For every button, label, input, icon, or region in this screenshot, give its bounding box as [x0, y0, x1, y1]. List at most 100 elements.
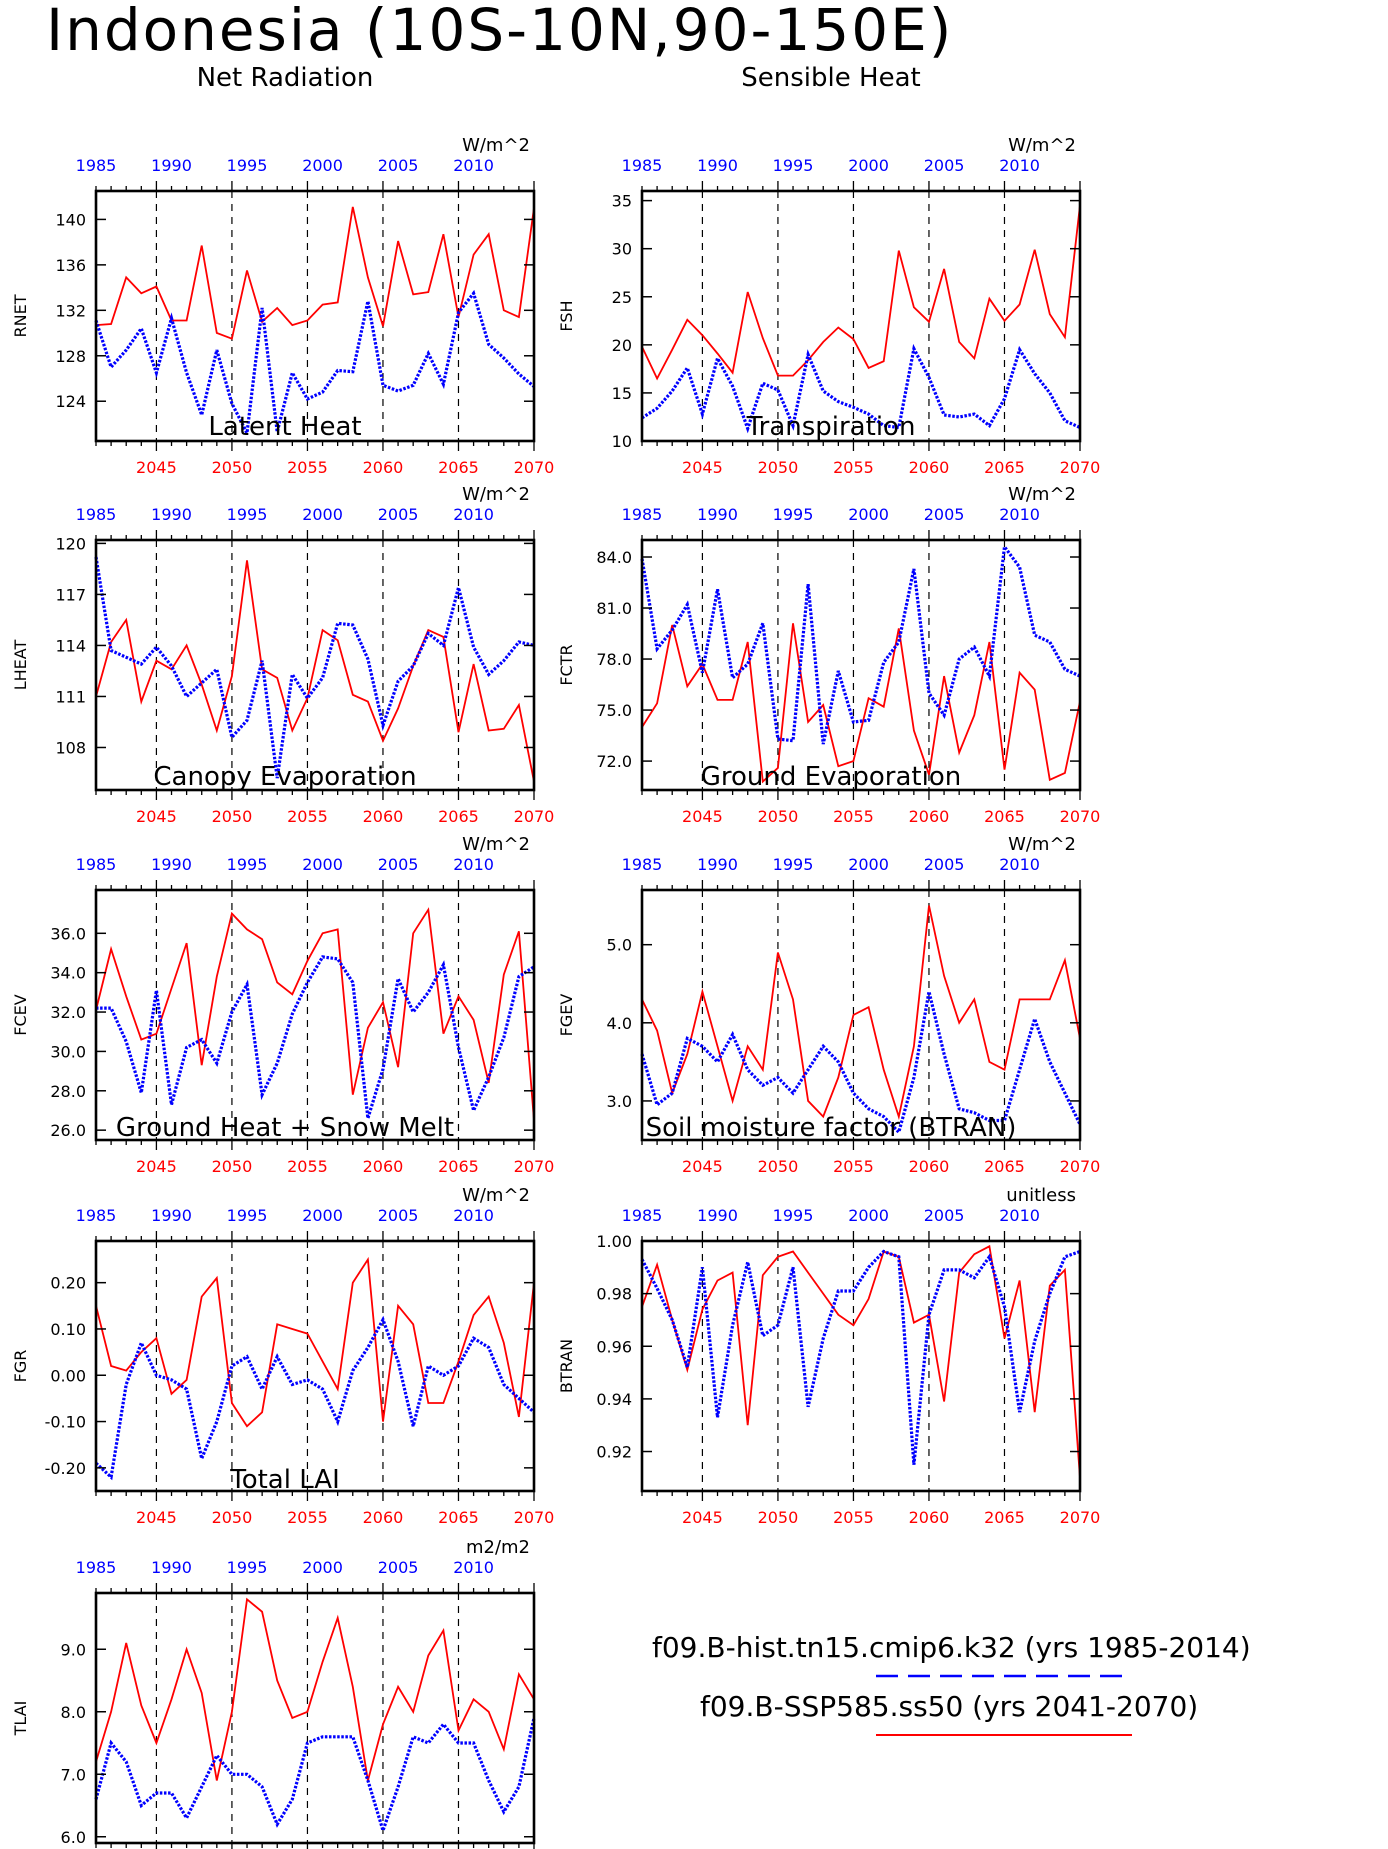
top-tick-label: 1985 [622, 855, 663, 874]
panel-fgev: Ground Evaporation W/m^2 FGEV 3.0 4.0 5.0 1985… [557, 762, 1100, 1176]
series-line-hist [94, 556, 535, 779]
top-tick-label: 1990 [697, 1206, 738, 1225]
series-line-ssp585 [95, 560, 535, 782]
bottom-tick-label: 2065 [984, 458, 1025, 477]
y-axis-label: FCTR [557, 644, 576, 685]
y-tick-label: -0.10 [45, 1413, 86, 1432]
bottom-tick-label: 2055 [833, 807, 874, 826]
y-tick-label: 30 [612, 240, 632, 259]
panel-fgr: Ground Heat + Snow Melt W/m^2 FGR -0.20 -0.1… [11, 1113, 554, 1527]
bottom-tick-label: 2060 [363, 1157, 404, 1176]
y-tick-label: 34.0 [50, 964, 86, 983]
y-tick-label: 4.0 [607, 1014, 632, 1033]
y-tick-label: 1.00 [596, 1232, 632, 1251]
top-tick-label: 2005 [378, 156, 419, 175]
top-tick-label: 1990 [151, 1206, 192, 1225]
series-line-ssp585 [641, 1244, 1081, 1478]
top-tick-label: 1985 [622, 156, 663, 175]
bottom-tick-label: 2050 [212, 458, 253, 477]
panel-fcev: Canopy Evaporation W/m^2 FCEV 26.0 28.0 30.0 3… [11, 762, 554, 1176]
y-tick-label: 75.0 [596, 701, 632, 720]
top-tick-label: 1995 [227, 1206, 268, 1225]
top-tick-label: 2005 [378, 855, 419, 874]
units-label: W/m^2 [1008, 135, 1076, 156]
y-tick-label: 26.0 [50, 1121, 86, 1140]
series-line-hist [94, 1315, 536, 1481]
series-line-hist [94, 289, 536, 439]
series-line-hist [94, 1717, 536, 1836]
bottom-tick-label: 2055 [287, 1157, 328, 1176]
top-tick-label: 2010 [999, 156, 1040, 175]
top-tick-label: 1990 [151, 156, 192, 175]
series-line-hist [640, 1249, 1081, 1465]
y-axis-label: TLAI [11, 1701, 30, 1737]
top-tick-label: 1995 [227, 855, 268, 874]
bottom-tick-label: 2050 [212, 807, 253, 826]
y-axis-label: FCEV [11, 994, 30, 1035]
units-label: W/m^2 [462, 1185, 530, 1206]
top-tick-label: 1995 [227, 156, 268, 175]
y-tick-label: 0.00 [50, 1366, 86, 1385]
bottom-tick-label: 2045 [136, 1508, 177, 1527]
y-tick-label: 20 [612, 336, 632, 355]
top-tick-label: 1985 [76, 505, 117, 524]
panel-fctr: Transpiration W/m^2 FCTR 72.0 75.0 78.0 81.0 84… [557, 412, 1100, 826]
bottom-tick-label: 2050 [758, 807, 799, 826]
y-tick-label: 30.0 [50, 1042, 86, 1061]
top-tick-label: 2010 [453, 855, 494, 874]
panel-fsh: Sensible Heat W/m^2 FSH 10 15 20 25 30 35 1985 199… [557, 63, 1100, 477]
y-axis-label: RNET [11, 294, 30, 337]
bottom-tick-label: 2055 [287, 807, 328, 826]
top-tick-label: 2000 [302, 1206, 343, 1225]
plot-frame [640, 538, 1082, 792]
panel-rnet: Net Radiation W/m^2 RNET 124 128 132 136 140 198… [11, 63, 554, 477]
top-tick-label: 1990 [697, 855, 738, 874]
bottom-tick-label: 2070 [1060, 1508, 1101, 1527]
y-tick-label: 5.0 [607, 936, 632, 955]
panel-title: Net Radiation [197, 63, 374, 93]
y-tick-label: 81.0 [596, 599, 632, 618]
top-tick-label: 1995 [773, 855, 814, 874]
series-line-hist [640, 991, 1082, 1136]
y-tick-label: 132 [55, 301, 86, 320]
plot-frame [94, 538, 536, 792]
bottom-tick-label: 2065 [984, 1157, 1025, 1176]
bottom-tick-label: 2045 [682, 1508, 723, 1527]
panel-title: Total LAI [229, 1465, 340, 1495]
y-tick-label: 0.94 [596, 1390, 632, 1409]
legend-ssp-label: f09.B-SSP585.ss50 (yrs 2041-2070) [700, 1690, 1199, 1723]
bottom-tick-label: 2055 [833, 458, 874, 477]
top-tick-label: 1985 [622, 1206, 663, 1225]
y-axis-label: FGR [11, 1350, 30, 1383]
bottom-tick-label: 2045 [682, 1157, 723, 1176]
bottom-tick-label: 2055 [833, 1157, 874, 1176]
top-tick-label: 1985 [76, 855, 117, 874]
y-tick-label: 36.0 [50, 924, 86, 943]
bottom-tick-label: 2065 [438, 1508, 479, 1527]
top-tick-label: 1990 [697, 156, 738, 175]
plot-frame [640, 888, 1082, 1142]
panel-title: Soil moisture factor (BTRAN) [646, 1113, 1017, 1143]
top-tick-label: 2010 [999, 1206, 1040, 1225]
series-line-ssp585 [95, 1597, 535, 1781]
bottom-tick-label: 2065 [984, 1508, 1025, 1527]
top-tick-label: 1985 [76, 1206, 117, 1225]
bottom-tick-label: 2050 [758, 458, 799, 477]
top-tick-label: 2005 [924, 156, 965, 175]
top-tick-label: 2000 [848, 156, 889, 175]
y-tick-label: 124 [55, 392, 86, 411]
y-axis-label: FGEV [557, 994, 576, 1037]
bottom-tick-label: 2050 [212, 1508, 253, 1527]
bottom-tick-label: 2055 [287, 458, 328, 477]
top-tick-label: 2010 [999, 855, 1040, 874]
y-tick-label: 9.0 [61, 1640, 86, 1659]
top-tick-label: 1990 [151, 1558, 192, 1577]
units-label: unitless [1006, 1185, 1076, 1206]
bottom-tick-label: 2065 [438, 458, 479, 477]
bottom-tick-label: 2070 [514, 1157, 555, 1176]
bottom-tick-label: 2070 [514, 1508, 555, 1527]
top-tick-label: 1990 [151, 505, 192, 524]
y-tick-label: 84.0 [596, 548, 632, 567]
plot-frame [640, 1239, 1082, 1493]
y-tick-label: 114 [55, 636, 86, 655]
